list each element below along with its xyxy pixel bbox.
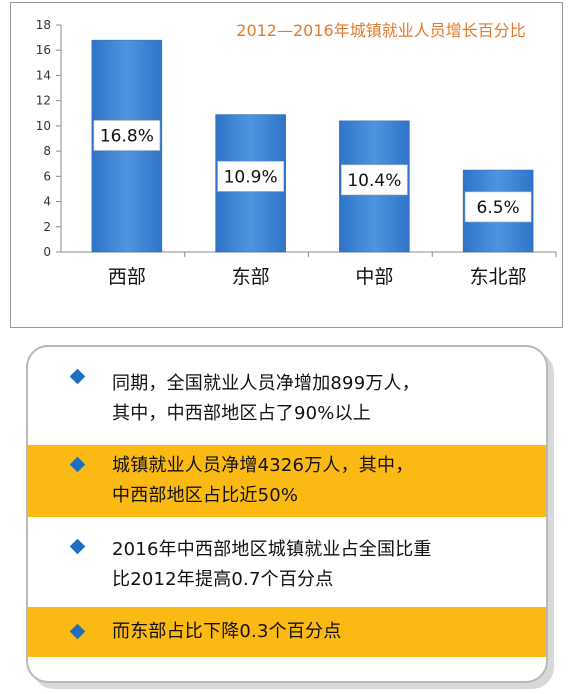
- category-label: 东部: [232, 266, 270, 288]
- info-text-line: 中西部地区占比近50%: [112, 485, 299, 506]
- data-label: 10.4%: [347, 171, 401, 191]
- diamond-bullet-icon: [69, 368, 86, 385]
- y-tick-label: 10: [36, 119, 51, 133]
- chart-panel: 0 2 4 6 8 10 12 14 16 18 16.8% 西部 10.9% 东部 10.4% 中部 6.5…: [10, 2, 563, 328]
- data-label-box: [464, 191, 532, 223]
- bar-chart: 0 2 4 6 8 10 12 14 16 18 16.8% 西部 10.9% 东部 10.4% 中部 6.5…: [36, 18, 557, 288]
- info-text-line: 比2012年提高0.7个百分点: [112, 569, 334, 590]
- category-label: 中部: [355, 266, 393, 288]
- y-tick-label: 6: [43, 169, 51, 183]
- diamond-bullet-icon: [69, 538, 86, 555]
- y-tick-label: 8: [43, 144, 51, 158]
- info-text: 而东部占比下降0.3个百分点: [112, 617, 341, 647]
- y-tick-label: 0: [43, 245, 51, 259]
- info-text: 2016年中西部地区城镇就业占全国比重 比2012年提高0.7个百分点: [112, 535, 432, 595]
- data-label-box: [93, 120, 161, 151]
- category-label: 东北部: [470, 266, 527, 288]
- info-text-line: 城镇就业人员净增4326万人，其中，: [112, 455, 414, 476]
- data-label-box: [217, 161, 284, 192]
- data-label-box: [341, 164, 408, 196]
- y-tick-label: 14: [36, 68, 51, 82]
- info-text-line: 同期，全国就业人员净增加899万人，: [112, 373, 420, 394]
- chart-title: 2012—2016年城镇就业人员增长百分比: [236, 21, 525, 40]
- info-text: 同期，全国就业人员净增加899万人， 其中，中西部地区占了90%以上: [112, 369, 420, 429]
- info-card: 同期，全国就业人员净增加899万人， 其中，中西部地区占了90%以上城镇就业人员净…: [26, 345, 548, 683]
- info-item: 同期，全国就业人员净增加899万人， 其中，中西部地区占了90%以上: [28, 357, 546, 441]
- y-tick-label: 16: [36, 43, 51, 57]
- data-label: 10.9%: [224, 167, 278, 187]
- info-item: 而东部占比下降0.3个百分点: [28, 607, 546, 657]
- diamond-bullet-icon: [69, 456, 86, 473]
- info-text-line: 其中，中西部地区占了90%以上: [112, 403, 372, 424]
- y-tick-label: 12: [36, 94, 51, 108]
- data-label: 6.5%: [477, 198, 520, 218]
- y-tick-label: 4: [43, 195, 51, 209]
- y-tick-label: 18: [36, 18, 51, 32]
- info-text-line: 2016年中西部地区城镇就业占全国比重: [112, 539, 432, 560]
- info-item: 2016年中西部地区城镇就业占全国比重 比2012年提高0.7个百分点: [28, 527, 546, 603]
- info-item: 城镇就业人员净增4326万人，其中， 中西部地区占比近50%: [28, 445, 546, 517]
- info-text: 城镇就业人员净增4326万人，其中， 中西部地区占比近50%: [112, 451, 413, 511]
- info-text-line: 而东部占比下降0.3个百分点: [112, 621, 342, 642]
- category-label: 西部: [108, 266, 146, 288]
- diamond-bullet-icon: [69, 623, 86, 640]
- data-label: 16.8%: [100, 126, 154, 146]
- y-tick-label: 2: [43, 220, 51, 234]
